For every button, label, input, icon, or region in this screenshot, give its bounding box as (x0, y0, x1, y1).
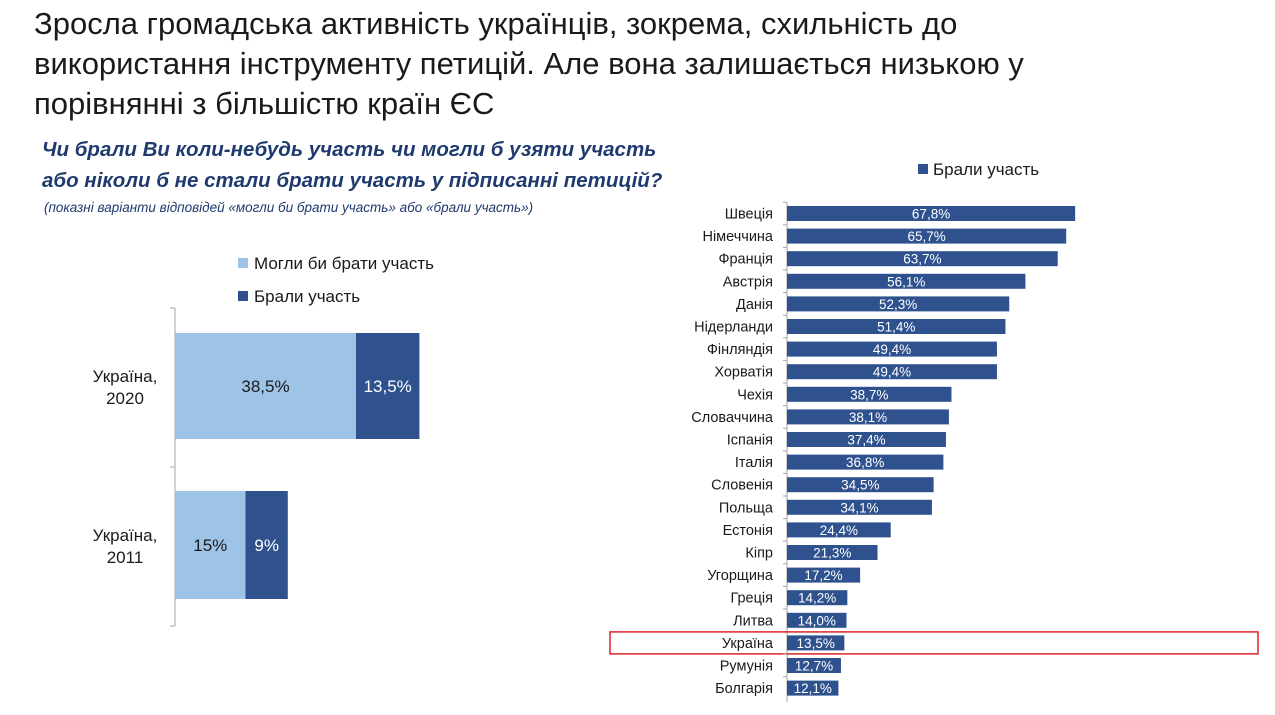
legend-swatch-could-take-part (238, 258, 248, 268)
legend-swatch-took-part (238, 291, 248, 301)
country-bar (787, 590, 848, 606)
legend-label-took-part: Брали участь (254, 287, 360, 306)
country-bar (787, 364, 997, 380)
data-label: 14,0% (798, 613, 836, 628)
slide-title-line-3: порівнянні з більшістю країн ЄС (34, 86, 495, 121)
data-label: 14,2% (798, 591, 836, 606)
survey-question-line-1: Чи брали Ви коли-небудь участь чи могли … (42, 138, 657, 161)
survey-question-note: (показні варіанти відповідей «могли би б… (44, 200, 534, 215)
data-label: 12,7% (795, 659, 833, 674)
country-label: Україна (722, 636, 774, 652)
country-label: Кіпр (745, 546, 773, 562)
data-label: 24,4% (820, 523, 858, 538)
country-label: Фінляндія (707, 342, 773, 358)
country-bar (787, 409, 949, 425)
country-label: Нідерланди (694, 320, 773, 336)
country-label: Чехія (737, 387, 773, 403)
slide-title-line-1: Зросла громадська активність українців, … (34, 6, 958, 41)
country-bar (787, 612, 847, 628)
bar-took-part (245, 491, 288, 599)
data-label: 13,5% (797, 636, 835, 651)
slide-title-line-2: використання інструменту петицій. Але во… (34, 46, 1024, 81)
data-label: 9% (254, 536, 279, 555)
data-label: 56,1% (887, 274, 925, 289)
country-label: Румунія (720, 659, 773, 675)
data-label: 34,1% (840, 500, 878, 515)
country-label: Болгарія (715, 681, 773, 697)
data-label: 38,7% (850, 387, 888, 402)
country-label: Польща (719, 500, 774, 516)
country-label: Швеція (725, 207, 773, 223)
country-label: Словаччина (691, 410, 774, 426)
country-label: Хорватія (714, 365, 773, 381)
country-label: Німеччина (702, 229, 773, 245)
country-label: Словенія (711, 478, 773, 494)
data-label: 51,4% (877, 320, 915, 335)
data-label: 49,4% (873, 365, 911, 380)
country-bar (787, 273, 1026, 289)
ukraine-highlight-box (609, 631, 1259, 655)
bar-took-part (355, 333, 420, 439)
legend-label-could-take-part: Могли би брати участь (254, 254, 434, 273)
data-label: 13,5% (364, 377, 412, 396)
country-bar (787, 680, 839, 696)
country-label: Іспанія (727, 433, 773, 449)
category-label: Україна, (93, 367, 158, 386)
bar-could-take-part (175, 333, 356, 439)
country-bar (787, 567, 861, 583)
country-bar (787, 251, 1058, 267)
data-label: 67,8% (912, 207, 950, 222)
country-label: Франція (718, 252, 773, 268)
country-bar (787, 522, 891, 538)
data-label: 52,3% (879, 297, 917, 312)
country-label: Греція (730, 591, 773, 607)
legend-swatch-took-part (918, 164, 928, 174)
country-label: Угорщина (707, 568, 774, 584)
country-bar (787, 206, 1076, 221)
country-bar (787, 228, 1067, 244)
data-label: 63,7% (903, 252, 941, 267)
country-label: Естонія (723, 523, 773, 539)
country-bar (787, 386, 952, 402)
data-label: 37,4% (847, 433, 885, 448)
survey-question-line-2: або ніколи б не стали брати участь у під… (42, 169, 663, 192)
country-label: Італія (735, 455, 773, 471)
category-label: Україна, (93, 526, 158, 545)
ukraine-stacked-bar-chart: Могли би брати участь Брали участь Україна… (93, 254, 434, 627)
data-label: 15% (193, 536, 227, 555)
country-bar (787, 296, 1010, 312)
country-bar (787, 454, 944, 470)
data-label: 38,1% (849, 410, 887, 425)
data-label: 21,3% (813, 546, 851, 561)
data-label: 36,8% (846, 455, 884, 470)
category-label: 2020 (106, 389, 144, 408)
bar-could-take-part (175, 491, 246, 599)
country-bar (787, 341, 997, 357)
country-label: Данія (736, 297, 773, 313)
country-label: Австрія (723, 274, 773, 290)
slide-title: Зросла громадська активність українців, … (34, 4, 1234, 124)
data-label: 17,2% (804, 568, 842, 583)
data-label: 12,1% (794, 681, 832, 696)
country-bar (787, 658, 841, 673)
category-label: 2011 (107, 548, 144, 567)
data-label: 65,7% (907, 229, 945, 244)
country-bar (787, 432, 946, 447)
country-bar (787, 635, 845, 651)
legend-label-took-part: Брали участь (933, 160, 1039, 179)
country-bar (787, 319, 1006, 334)
survey-question: Чи брали Ви коли-небудь участь чи могли … (42, 134, 762, 196)
data-label: 38,5% (241, 377, 289, 396)
data-label: 49,4% (873, 342, 911, 357)
country-bar (787, 499, 932, 515)
country-label: Литва (733, 613, 774, 629)
data-label: 34,5% (841, 478, 879, 493)
country-bar (787, 545, 878, 560)
country-bar (787, 477, 934, 493)
